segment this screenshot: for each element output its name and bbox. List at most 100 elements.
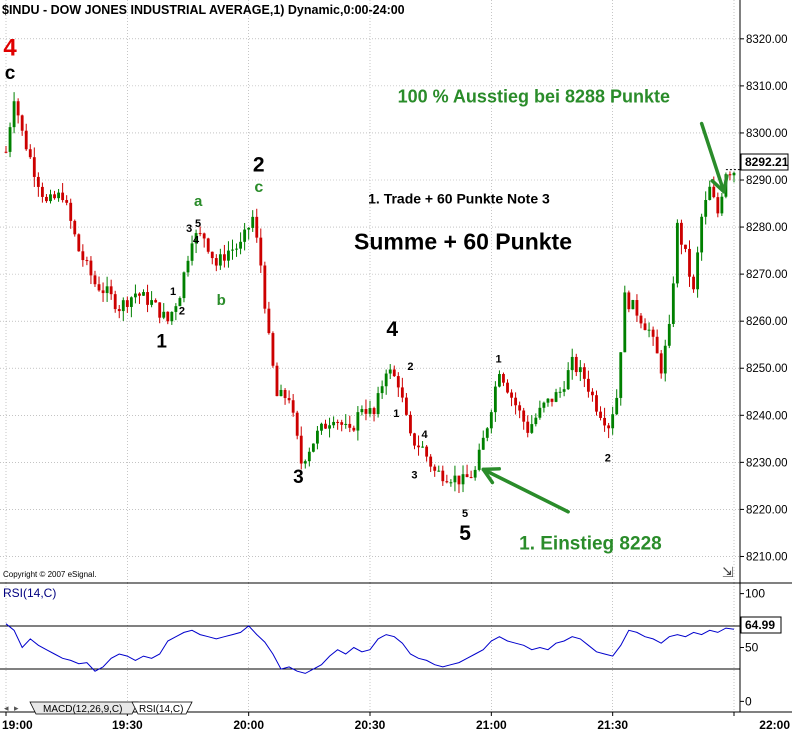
candle-body <box>643 323 647 331</box>
annotation-text: 100 % Ausstieg bei 8288 Punkte <box>398 86 670 106</box>
tab-scroll-right-icon[interactable]: ▸ <box>14 703 19 713</box>
candle-body <box>696 252 700 290</box>
candle-body <box>417 445 420 448</box>
candle-body <box>437 470 441 472</box>
annotation-text: Summe + 60 Punkte <box>354 229 572 255</box>
candle-body <box>433 466 437 471</box>
candle-body <box>61 192 65 201</box>
candle-body <box>380 386 384 394</box>
wave-label: 4 <box>193 235 200 247</box>
candle-body <box>376 393 380 415</box>
wave-label: b <box>217 292 226 309</box>
candle-body <box>591 391 594 396</box>
candle-body <box>142 292 145 296</box>
candle-body <box>493 386 497 413</box>
candle-body <box>28 149 32 158</box>
candle-body <box>518 405 522 411</box>
exit-arrow <box>699 121 726 194</box>
candle-body <box>49 194 52 202</box>
candle-body <box>680 222 683 245</box>
scroll-icon[interactable]: ⇲ <box>722 564 734 580</box>
tab-macd[interactable] <box>29 701 139 715</box>
candle-body <box>45 196 48 202</box>
candle-body <box>522 410 526 422</box>
price-tick-label: 8270.00 <box>746 269 788 281</box>
candle-body <box>372 408 376 415</box>
wave-label: 2 <box>179 306 185 318</box>
candle-body <box>384 373 388 387</box>
candle-body <box>125 300 129 307</box>
candle-body <box>324 423 327 429</box>
candle-body <box>16 101 20 116</box>
candle-body <box>566 370 570 390</box>
time-tick-label: 21:00 <box>476 718 507 732</box>
candle-body <box>396 376 400 388</box>
candle-body <box>146 292 149 305</box>
candle-body <box>340 422 344 425</box>
candle-body <box>615 397 619 415</box>
candle-body <box>109 286 113 295</box>
candle-body <box>530 424 534 433</box>
candle-body <box>526 421 530 433</box>
wave-label: 2 <box>605 452 611 464</box>
candle-body <box>178 298 182 307</box>
candle-body <box>222 254 226 261</box>
candle-body <box>352 427 356 431</box>
candle-body <box>388 369 392 374</box>
candle-body <box>101 290 105 294</box>
candle-body <box>65 200 69 203</box>
wave-label: 3 <box>293 467 304 488</box>
candle-body <box>712 186 716 198</box>
candle-body <box>400 387 404 398</box>
candle-body <box>311 443 315 452</box>
candle-body <box>582 367 586 379</box>
candle-body <box>392 369 396 377</box>
rsi-title: RSI(14,C) <box>3 586 56 600</box>
candle-body <box>121 300 125 312</box>
candle-body <box>635 300 639 316</box>
wave-label: 4 <box>3 34 17 61</box>
entry-arrow <box>481 467 570 514</box>
candle-body <box>218 254 222 266</box>
candle-body <box>287 398 291 401</box>
candle-body <box>538 407 542 418</box>
candle-body <box>586 378 590 392</box>
candle-body <box>105 286 109 294</box>
candle-body <box>214 258 218 266</box>
candle-body <box>8 127 12 152</box>
candle-body <box>404 397 408 415</box>
candle-body <box>113 294 117 310</box>
price-tick-label: 8310.00 <box>746 81 788 93</box>
candle-body <box>97 284 101 291</box>
candle-body <box>150 300 154 305</box>
candle-body <box>186 260 190 273</box>
price-tick-label: 8280.00 <box>746 222 788 234</box>
time-tick-label: 19:00 <box>2 718 33 732</box>
time-tick-label: 22:00 <box>759 718 790 732</box>
rsi-last-value-box <box>740 616 782 634</box>
candle-body <box>194 233 198 244</box>
indicator-tabs: ◂ ▸ MACD(12,26,9,C) RSI(14,C) <box>4 701 193 715</box>
annotation-text: 1. Einstieg 8228 <box>519 533 662 554</box>
tab-scroll-left-icon[interactable]: ◂ <box>4 703 9 713</box>
candle-body <box>307 451 311 462</box>
candle-body <box>700 216 704 253</box>
rsi-plot <box>0 623 740 674</box>
rsi-tick-label: 0 <box>745 694 752 708</box>
wave-label: 5 <box>459 522 471 545</box>
wave-label: 5 <box>462 508 468 520</box>
candle-body <box>441 470 445 482</box>
candle-body <box>647 329 651 331</box>
price-tick-label: 8300.00 <box>746 128 788 140</box>
candle-body <box>174 306 178 312</box>
candle-body <box>465 474 469 478</box>
candle-body <box>4 151 8 153</box>
wave-label: 2 <box>407 361 413 373</box>
candle-body <box>89 260 93 276</box>
candle-body <box>477 449 481 470</box>
candle-body <box>40 186 44 197</box>
candle-body <box>32 157 36 177</box>
tab-rsi[interactable] <box>131 701 193 715</box>
